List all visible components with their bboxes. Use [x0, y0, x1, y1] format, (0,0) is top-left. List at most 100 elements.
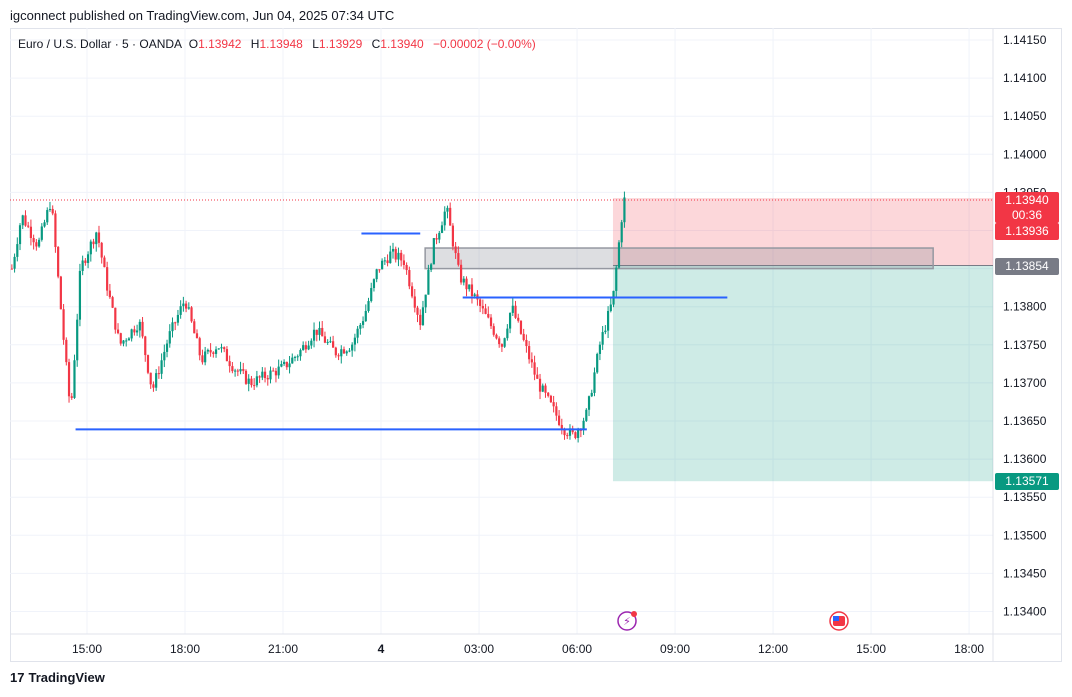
candle-body: [514, 305, 517, 318]
y-tick-label: 1.13600: [1003, 452, 1047, 466]
candle-body: [552, 402, 555, 407]
candle-body: [242, 369, 245, 371]
candle-body: [378, 269, 381, 271]
candle-body: [174, 322, 177, 324]
candle-body: [76, 319, 79, 361]
candle-body: [462, 278, 465, 283]
current-price-tag-text: 1.13940: [1005, 193, 1049, 207]
candle-body: [57, 247, 60, 277]
candle-body: [530, 359, 533, 363]
candle-body: [596, 353, 599, 373]
tradingview-footer[interactable]: 17 TradingView: [10, 670, 105, 685]
take-profit-zone: [612, 265, 993, 482]
candle-body: [587, 396, 591, 410]
candle-body: [568, 428, 572, 436]
candle-body: [356, 328, 359, 338]
high-label: H: [250, 37, 260, 51]
y-tick-label: 1.13500: [1003, 528, 1047, 542]
candle-body: [135, 330, 139, 333]
candle-body: [332, 341, 335, 348]
candle-body: [364, 310, 367, 322]
candle-body: [21, 215, 24, 226]
candle-body: [225, 349, 229, 362]
candle-body: [302, 345, 305, 351]
candle-body: [16, 244, 19, 257]
high-value: 1.13948: [259, 37, 303, 51]
candle-body: [400, 252, 403, 261]
candle-body: [528, 346, 531, 360]
candle-body: [160, 360, 163, 374]
y-tick-label: 1.13700: [1003, 376, 1047, 390]
candle-body: [326, 341, 329, 343]
candle-body: [111, 297, 114, 308]
target-price-tag-bg: [995, 473, 1059, 490]
y-tick-label: 1.13550: [1003, 490, 1047, 504]
candle-body: [410, 286, 414, 297]
candle-body: [122, 340, 125, 344]
candle-body: [157, 373, 160, 375]
candle-body: [353, 337, 356, 345]
candle-body: [253, 385, 256, 387]
candle-body: [244, 370, 248, 384]
y-tick-label: 1.14150: [1003, 33, 1047, 47]
candle-body: [408, 270, 411, 287]
candle-body: [577, 429, 580, 438]
candle-body: [492, 326, 495, 335]
candle-body: [310, 340, 313, 346]
candle-body: [419, 314, 422, 326]
candle-body: [171, 322, 174, 332]
lightning-event-icon: [617, 611, 637, 631]
candle-body: [424, 294, 427, 308]
stop-price-tag-bg: [995, 223, 1059, 240]
low-label: L: [312, 37, 319, 51]
candle-body: [35, 242, 38, 247]
candle-body: [288, 363, 291, 368]
publisher-line: igconnect published on TradingView.com, …: [10, 8, 395, 23]
candle-body: [443, 211, 446, 226]
candle-body: [421, 307, 425, 326]
candle-body: [307, 345, 310, 350]
candle-body: [119, 333, 122, 344]
x-tick-label: 21:00: [268, 642, 298, 656]
tradingview-logo-text: TradingView: [28, 670, 105, 685]
candle-body: [285, 361, 288, 368]
candle-body: [446, 207, 449, 212]
candle-body: [176, 314, 180, 323]
tradingview-logo-icon: 17: [10, 670, 25, 685]
candle-body: [574, 432, 577, 438]
candle-body: [133, 329, 136, 333]
candle-body: [272, 370, 275, 372]
candle-body: [212, 352, 215, 354]
candle-body: [402, 260, 405, 266]
candle-body: [582, 420, 585, 430]
candle-body: [250, 378, 253, 386]
x-tick-label: 18:00: [170, 642, 200, 656]
y-tick-label: 1.13750: [1003, 338, 1047, 352]
candle-body: [536, 374, 539, 379]
candle-body: [489, 317, 493, 327]
candle-body: [538, 378, 542, 392]
candle-body: [46, 210, 49, 223]
candle-body: [239, 369, 242, 372]
candle-body: [214, 349, 218, 354]
candle-body: [506, 328, 509, 339]
candle-body: [479, 299, 482, 306]
candle-body: [114, 307, 117, 330]
candle-body: [598, 344, 602, 354]
candle-body: [413, 296, 416, 308]
candle-body: [601, 332, 604, 345]
candle-body: [29, 226, 33, 239]
x-tick-label: 15:00: [72, 642, 102, 656]
candle-body: [73, 360, 76, 398]
candle-body: [617, 242, 621, 268]
candle-body: [337, 355, 340, 357]
candle-body: [375, 269, 378, 280]
candle-body: [555, 406, 558, 416]
candle-body: [481, 305, 484, 309]
candle-body: [606, 310, 610, 331]
candle-body: [519, 320, 523, 334]
candle-body: [585, 409, 588, 421]
candle-body: [125, 340, 128, 342]
candle-body: [386, 260, 389, 264]
